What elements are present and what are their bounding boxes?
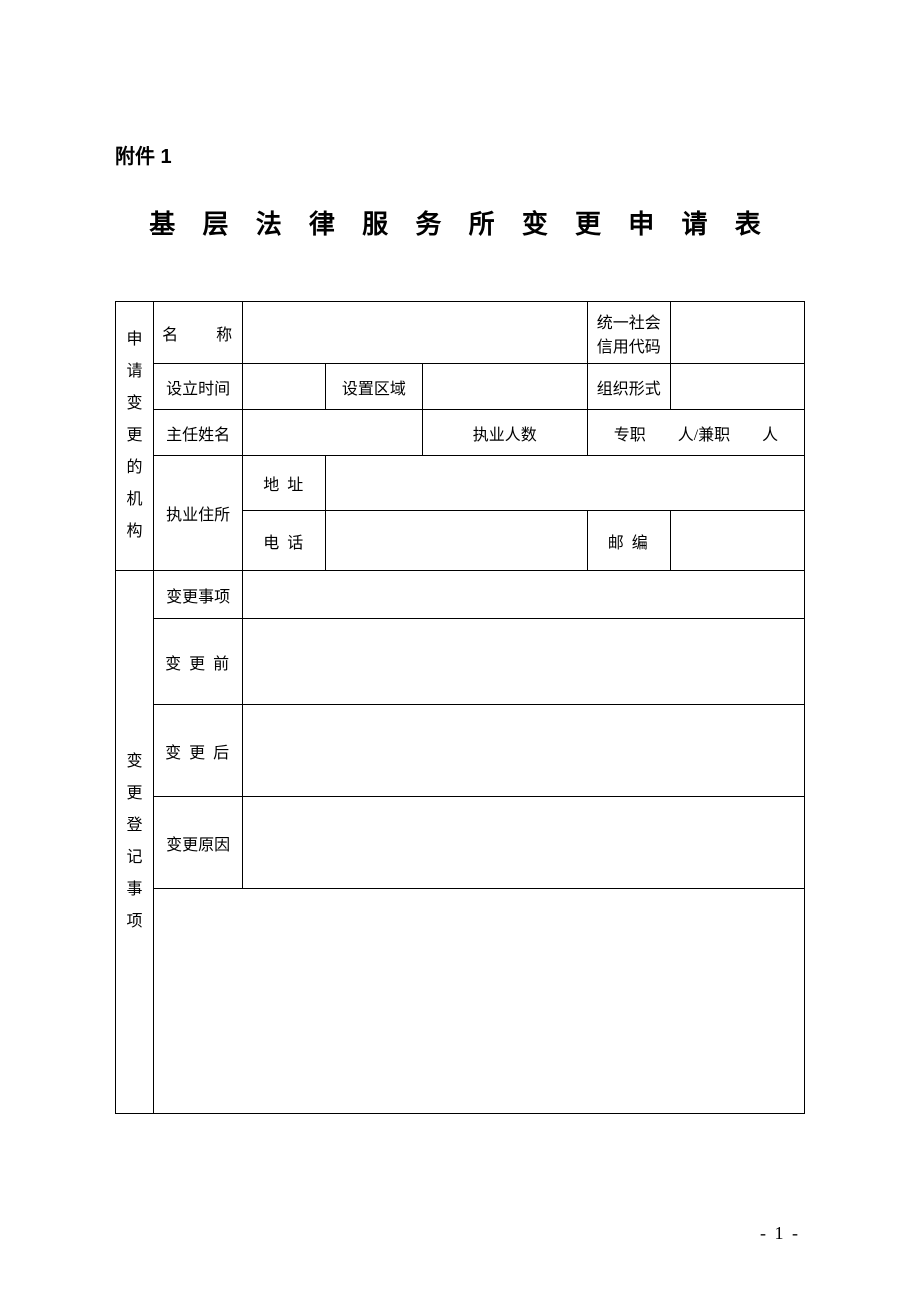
section-change-register: 变更登记事项 [116,571,154,1114]
value-region [422,364,587,410]
label-credit-code: 统一社会信用代码 [587,302,670,364]
value-establish-time [243,364,326,410]
label-after: 变 更 后 [153,705,243,797]
label-name: 名 称 [153,302,243,364]
label-region: 设置区域 [326,364,422,410]
attachment-label: 附件 1 [115,140,805,169]
value-name [243,302,587,364]
page-title: 基 层 法 律 服 务 所 变 更 申 请 表 [115,204,805,241]
value-change-item [243,571,805,619]
value-before [243,619,805,705]
application-form-table: 申请变更的机构 名 称 统一社会信用代码 设立时间 设置区域 组织形式 主任姓名… [115,301,805,1114]
value-reason [243,797,805,889]
value-postcode [670,511,804,571]
value-after [243,705,805,797]
value-address [326,456,805,511]
value-practitioners: 专职 人/兼职 人 [587,410,804,456]
label-before: 变 更 前 [153,619,243,705]
value-credit-code [670,302,804,364]
page-number: - 1 - [760,1223,800,1244]
label-phone: 电 话 [243,511,326,571]
value-org-form [670,364,804,410]
value-extra [153,889,804,1114]
label-address: 地 址 [243,456,326,511]
value-phone [326,511,588,571]
label-postcode: 邮 编 [587,511,670,571]
label-change-item: 变更事项 [153,571,243,619]
label-org-form: 组织形式 [587,364,670,410]
label-director: 主任姓名 [153,410,243,456]
value-director [243,410,422,456]
label-establish-time: 设立时间 [153,364,243,410]
section-applicant-org: 申请变更的机构 [116,302,154,571]
label-reason: 变更原因 [153,797,243,889]
label-residence: 执业住所 [153,456,243,571]
label-practitioners: 执业人数 [422,410,587,456]
